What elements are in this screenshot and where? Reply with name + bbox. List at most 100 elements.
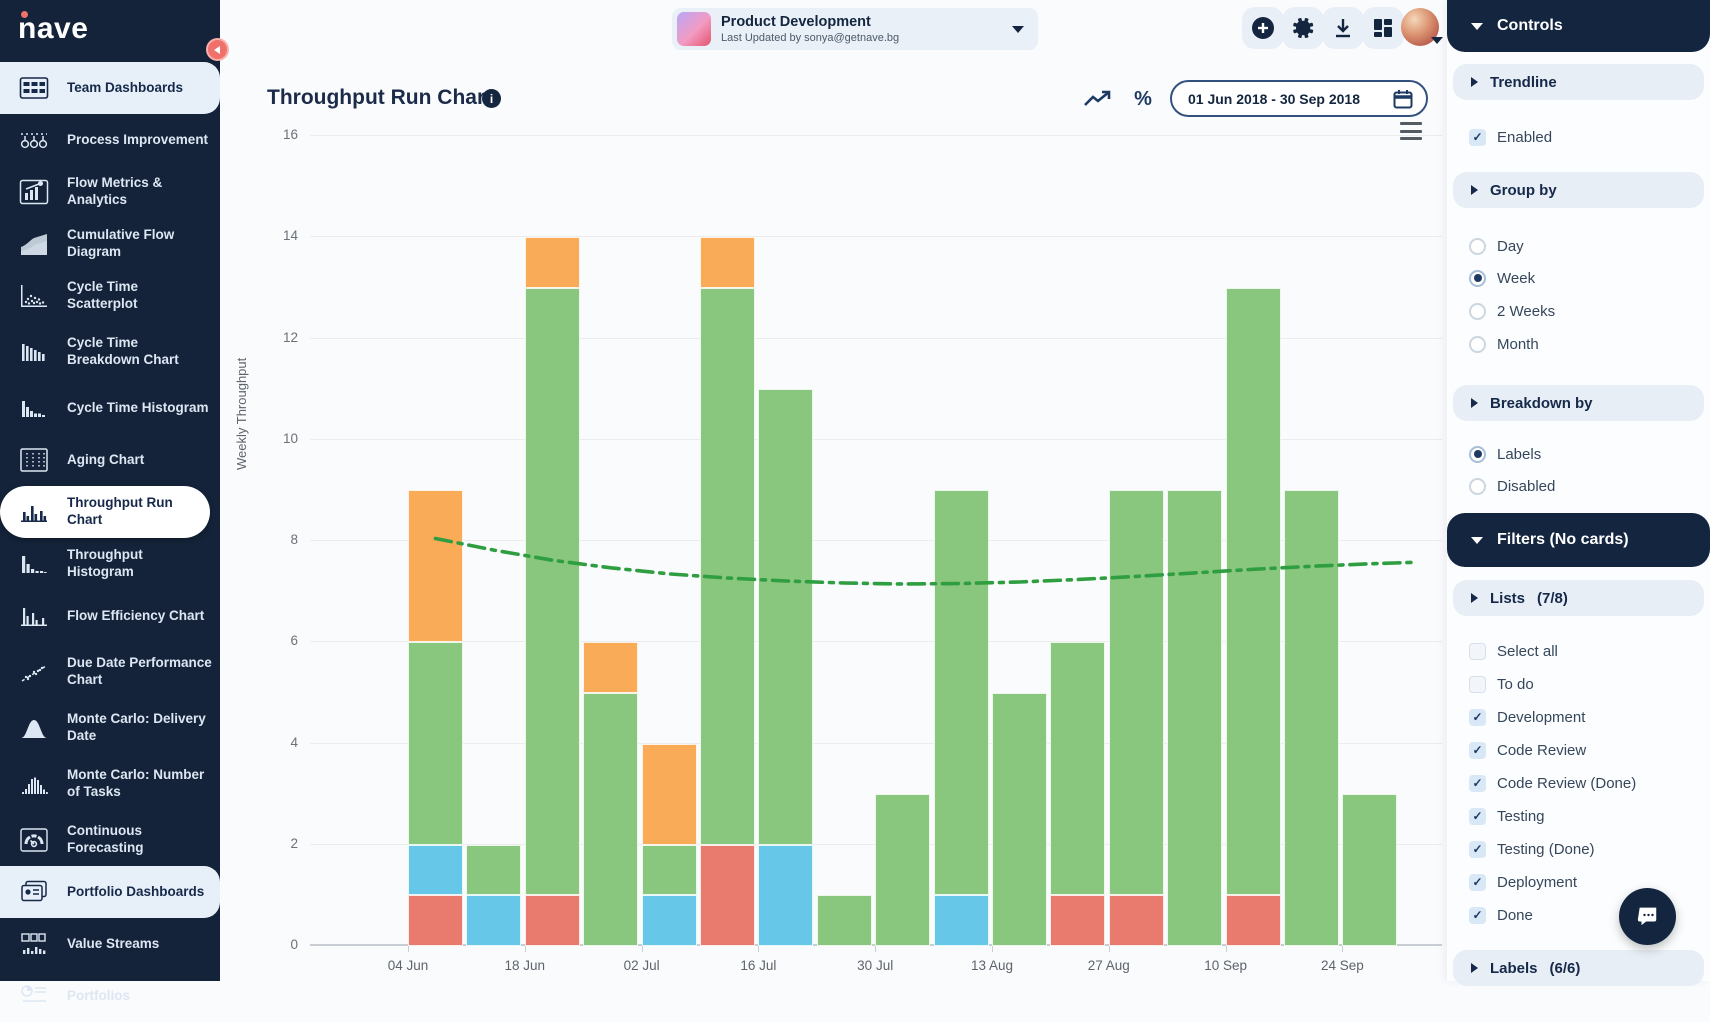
checkbox-checked-icon[interactable]: ✓ [1469,873,1486,891]
list-filter-code-review[interactable]: ✓ Code Review [1469,740,1586,760]
checkbox-label: Testing [1497,807,1545,825]
project-selector[interactable]: Product Development Last Updated by sony… [672,8,1038,50]
list-filter-select-all[interactable]: Select all [1469,641,1558,661]
group-by-section-header[interactable]: Group by [1453,172,1704,208]
sidebar-item-cycle-time-breakdown[interactable]: Cycle Time Breakdown Chart [0,322,220,382]
radio-icon[interactable] [1469,477,1486,495]
radio-icon[interactable] [1469,335,1486,353]
list-filter-deployment[interactable]: ✓ Deployment [1469,872,1577,892]
checkbox-checked-icon[interactable]: ✓ [1469,708,1486,726]
controls-section-header[interactable]: Controls [1447,0,1710,52]
labels-section-header[interactable]: Labels (6/6) [1453,950,1704,986]
bar-week-10[interactable] [933,490,989,946]
chart-context-menu-button[interactable] [1400,122,1422,140]
filters-section-header[interactable]: Filters (No cards) [1447,513,1710,567]
group-by-option-2-weeks[interactable]: 2 Weeks [1469,301,1555,321]
bar-week-14[interactable] [1167,490,1223,946]
bar-week-9[interactable] [875,794,931,946]
checkbox-checked-icon[interactable]: ✓ [1469,807,1486,825]
sidebar-item-flow-efficiency[interactable]: Flow Efficiency Chart [0,590,220,642]
sidebar-item-monte-carlo-tasks[interactable]: Monte Carlo: Number of Tasks [0,754,220,814]
sidebar-item-label: Throughput Run Chart [67,495,173,527]
checkbox-checked-icon[interactable]: ✓ [1469,840,1486,858]
trendline-enabled-checkbox-row[interactable]: ✓ Enabled [1469,127,1552,147]
sidebar-collapse-button[interactable] [206,38,229,61]
checkbox-icon[interactable] [1469,642,1486,660]
sidebar-item-cycle-time-scatterplot[interactable]: Cycle Time Scatterplot [0,270,220,322]
sidebar-item-portfolio-dashboards[interactable]: Portfolio Dashboards [0,866,220,918]
bar-week-1[interactable] [408,490,463,946]
sidebar-item-value-streams[interactable]: Value Streams [0,918,220,970]
checkbox-checked-icon[interactable]: ✓ [1469,774,1486,792]
list-filter-code-review-done[interactable]: ✓ Code Review (Done) [1469,773,1636,793]
bar-week-17[interactable] [1342,794,1398,946]
x-axis-tick-label: 27 Aug [1087,958,1130,973]
sidebar-item-label: Cycle Time Breakdown Chart [67,335,179,367]
sidebar-item-throughput-histogram[interactable]: Throughput Histogram [0,538,220,590]
bar-week-15[interactable] [1225,287,1281,946]
checkbox-checked-icon[interactable]: ✓ [1469,741,1486,759]
add-dashboard-button[interactable] [1242,7,1284,49]
sidebar-item-process-improvement[interactable]: Process Improvement [0,114,220,166]
user-avatar[interactable] [1401,8,1443,46]
group-by-option-week[interactable]: Week [1469,268,1535,288]
breakdown-option-labels[interactable]: Labels [1469,444,1541,464]
date-range-value: 01 Jun 2018 - 30 Sep 2018 [1188,90,1360,107]
bar-week-8[interactable] [816,895,872,946]
radio-label: Day [1497,237,1524,255]
radio-icon[interactable] [1469,302,1486,320]
group-by-option-day[interactable]: Day [1469,236,1524,256]
breakdown-option-disabled[interactable]: Disabled [1469,476,1555,496]
settings-button[interactable] [1282,7,1324,49]
info-icon[interactable]: i [482,89,501,108]
bar-week-5[interactable] [641,743,697,946]
lists-section-header[interactable]: Lists (7/8) [1453,580,1704,616]
sidebar-item-cumulative-flow[interactable]: Cumulative Flow Diagram [0,218,220,270]
radio-label: Month [1497,335,1539,353]
bar-segment-green [758,389,814,845]
sidebar-item-monte-carlo-delivery[interactable]: Monte Carlo: Delivery Date [0,702,220,754]
x-axis-tick [1342,946,1344,952]
trendline-toggle-button[interactable] [1080,84,1116,114]
checkbox-checked-icon[interactable]: ✓ [1469,906,1486,924]
bar-week-7[interactable] [758,389,814,946]
download-button[interactable] [1322,7,1364,49]
sidebar-item-aging-chart[interactable]: Aging Chart [0,434,220,486]
chat-bubble-icon [1637,907,1656,925]
date-range-picker[interactable]: 01 Jun 2018 - 30 Sep 2018 [1170,80,1428,117]
breakdown-by-section-header[interactable]: Breakdown by [1453,385,1704,421]
bar-week-4[interactable] [583,642,639,946]
trend-up-icon [1084,90,1111,106]
sidebar-item-continuous-forecasting[interactable]: Continuous Forecasting [0,814,220,866]
continuous-forecasting-icon [12,827,56,853]
list-filter-done[interactable]: ✓ Done [1469,905,1533,925]
list-filter-testing[interactable]: ✓ Testing [1469,806,1545,826]
bar-week-6[interactable] [700,237,755,946]
radio-selected-icon[interactable] [1469,269,1486,287]
radio-icon[interactable] [1469,237,1486,255]
bar-week-12[interactable] [1050,642,1106,946]
sidebar-item-due-date-performance[interactable]: Due Date Performance Chart [0,642,220,702]
throughput-run-chart-plot [310,135,1442,946]
radio-selected-icon[interactable] [1469,445,1486,463]
trendline-section-header[interactable]: Trendline [1453,64,1704,100]
percent-toggle-button[interactable]: % [1134,87,1152,110]
list-filter-to-do[interactable]: To do [1469,674,1534,694]
bar-week-2[interactable] [466,844,522,946]
list-filter-development[interactable]: ✓ Development [1469,707,1585,727]
sidebar-item-label: Due Date Performance Chart [67,655,212,687]
checkbox-icon[interactable] [1469,675,1486,693]
sidebar-item-throughput-run-chart[interactable]: Throughput Run Chart [0,486,210,538]
sidebar-item-flow-metrics[interactable]: Flow Metrics & Analytics [0,166,220,218]
sidebar-item-portfolios[interactable]: Portfolios [0,970,220,1022]
dashboard-grid-button[interactable] [1362,7,1404,49]
chat-fab-button[interactable] [1619,888,1676,945]
sidebar-item-cycle-time-histogram[interactable]: Cycle Time Histogram [0,382,220,434]
group-by-option-month[interactable]: Month [1469,334,1539,354]
sidebar-item-team-dashboards[interactable]: Team Dashboards [0,62,220,114]
bar-week-3[interactable] [524,237,580,946]
bar-week-13[interactable] [1108,490,1164,946]
list-filter-testing-done[interactable]: ✓ Testing (Done) [1469,839,1595,859]
bar-week-11[interactable] [992,692,1047,946]
checkbox-checked-icon[interactable]: ✓ [1469,128,1486,146]
